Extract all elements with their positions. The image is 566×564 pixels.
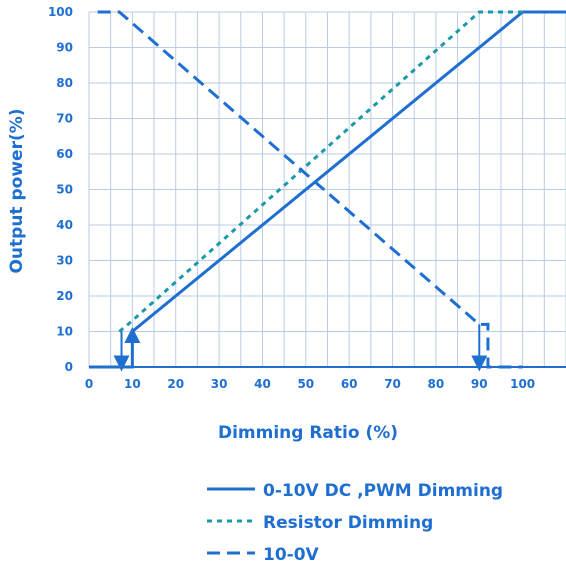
x-tick-label: 0: [85, 377, 93, 391]
x-tick-label: 60: [341, 377, 358, 391]
y-tick-label: 10: [56, 325, 73, 339]
x-tick-label: 20: [167, 377, 184, 391]
x-tick-label: 40: [254, 377, 271, 391]
y-tick-label: 70: [56, 112, 73, 126]
y-tick-label: 50: [56, 183, 73, 197]
x-tick-label: 30: [211, 377, 228, 391]
y-tick-label: 80: [56, 76, 73, 90]
y-tick-label: 60: [56, 147, 73, 161]
y-tick-label: 30: [56, 254, 73, 268]
series-line-dotted: [118, 10, 523, 333]
x-tick-label: 80: [428, 377, 445, 391]
x-tick-label: 50: [297, 377, 314, 391]
y-tick-label: 0: [65, 360, 73, 374]
y-tick-label: 40: [56, 218, 73, 232]
x-tick-label: 70: [384, 377, 401, 391]
legend-label-solid: 0-10V DC ,PWM Dimming: [263, 481, 503, 501]
axis-ticks: 0 10 20 30 40 50 60 70 80 90 100 0 10 20 30 40 50 60 70 80 9…: [48, 5, 535, 391]
series-line-dashed: [97, 10, 523, 369]
x-tick-label: 100: [510, 377, 535, 391]
y-tick-label: 90: [56, 41, 73, 55]
legend-label-dashed: 10-0V: [263, 545, 320, 564]
x-tick-label: 10: [124, 377, 141, 391]
y-axis-title: Output power(%): [7, 108, 27, 273]
grid: [88, 11, 566, 368]
x-axis-title: Dimming Ratio (%): [218, 423, 398, 443]
y-tick-label: 100: [48, 5, 73, 19]
legend: 0-10V DC ,PWM Dimming Resistor Dimming 1…: [207, 481, 503, 564]
legend-label-dotted: Resistor Dimming: [263, 513, 433, 533]
annotation-arrows: [113, 324, 488, 372]
y-tick-label: 20: [56, 289, 73, 303]
x-tick-label: 90: [471, 377, 488, 391]
